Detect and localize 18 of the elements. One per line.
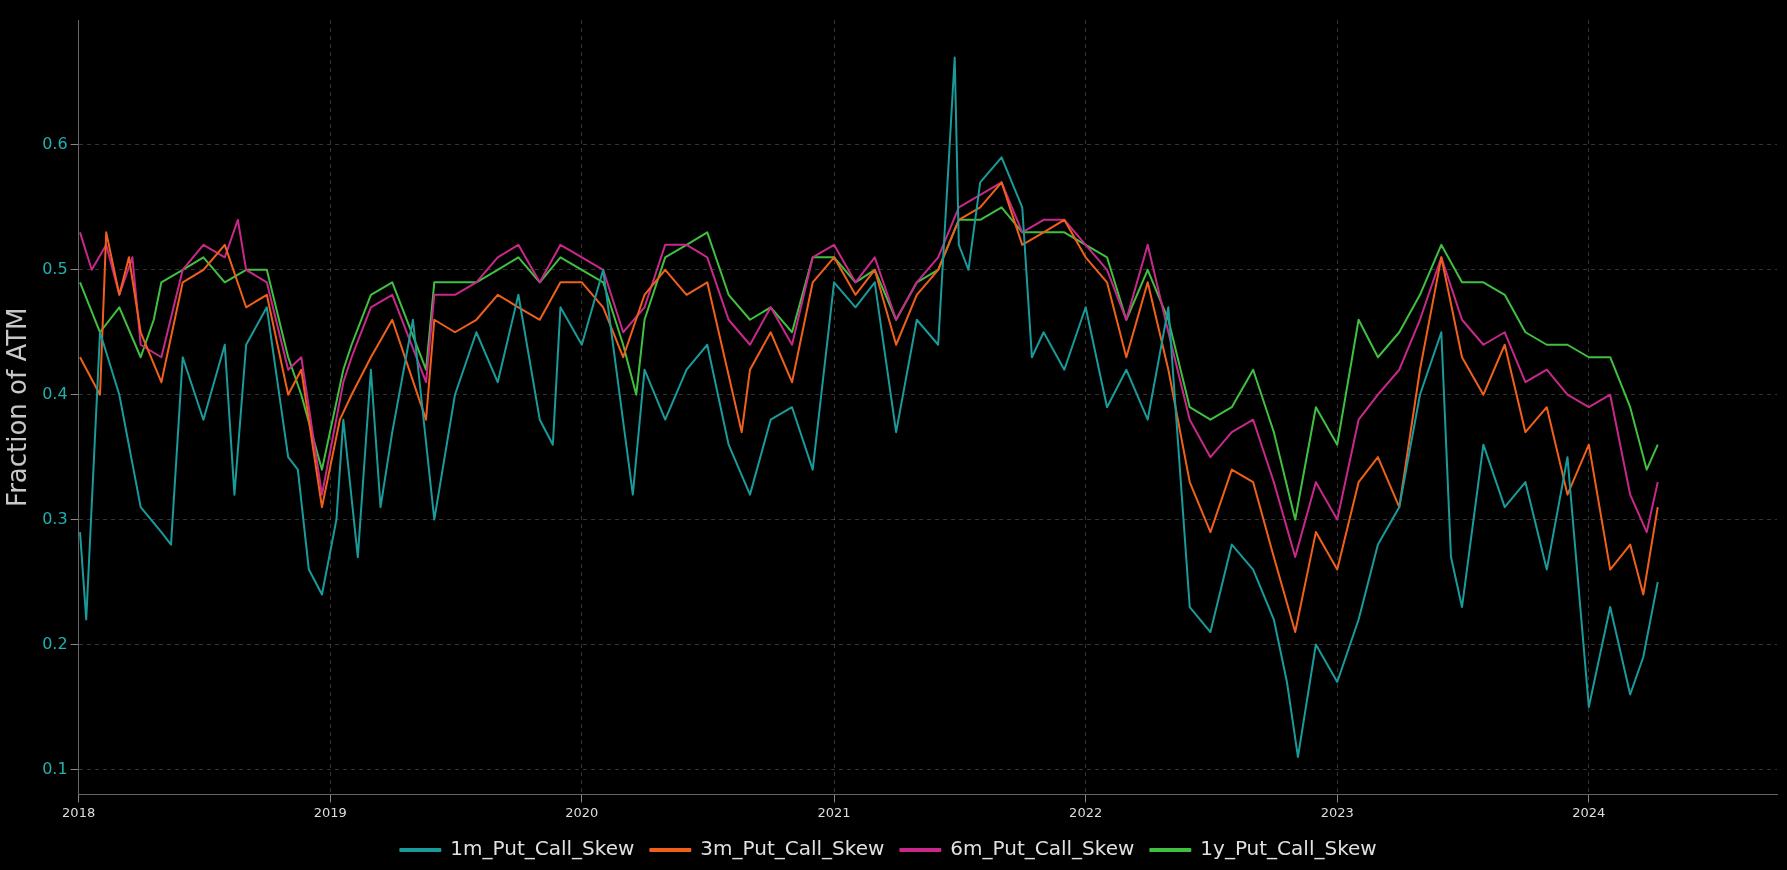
legend-label: 1m_Put_Call_Skew — [450, 836, 635, 861]
y-tick-label: 0.1 — [42, 758, 68, 778]
x-tick-label: 2018 — [62, 804, 96, 820]
x-tick-label: 2024 — [1572, 804, 1606, 820]
y-axis-title: Fraction of ATM — [2, 307, 33, 507]
y-tick-label: 0.5 — [42, 258, 68, 278]
x-tick-label: 2022 — [1069, 804, 1103, 820]
legend-label: 3m_Put_Call_Skew — [700, 836, 885, 861]
y-tick-label: 0.6 — [42, 134, 68, 154]
y-tick-label: 0.4 — [42, 383, 68, 403]
legend-label: 1y_Put_Call_Skew — [1200, 836, 1377, 861]
legend-label: 6m_Put_Call_Skew — [950, 836, 1135, 861]
x-tick-label: 2019 — [313, 804, 347, 820]
x-tick-label: 2023 — [1320, 804, 1354, 820]
x-tick-label: 2020 — [565, 804, 599, 820]
x-tick-label: 2021 — [817, 804, 851, 820]
y-tick-label: 0.2 — [42, 633, 68, 653]
y-tick-label: 0.3 — [42, 508, 68, 528]
